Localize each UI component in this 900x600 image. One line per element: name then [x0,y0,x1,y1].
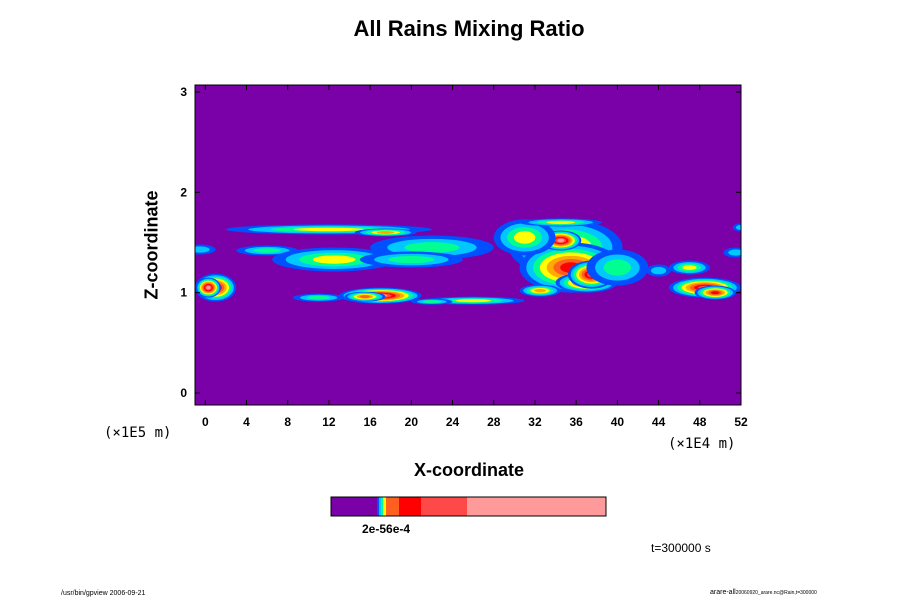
rain-contour [650,266,667,275]
x-tick-label: 4 [243,415,250,429]
x-tick-label: 52 [734,415,748,429]
colorbar-segment [421,497,467,516]
colorbar-segment [386,497,399,516]
x-axis-label: X-coordinate [413,460,524,480]
plot-frame [194,84,742,406]
rain-contour [513,231,536,244]
x-tick-label: 8 [284,415,291,429]
colorbar-segment [377,497,379,516]
x-unit-label: (×1E4 m) [668,436,736,452]
colorbar-label: 2e-56e-4 [362,522,411,536]
x-tick-label: 40 [611,415,625,429]
x-axis: 0 4 8 12 16 20 24 28 32 36 40 44 48 52 [202,85,748,429]
time-label: t=300000 s [651,541,711,555]
x-tick-label: 28 [487,415,501,429]
colorbar-segment [467,497,606,516]
footer-source-detail: 20060920_arare.nc@Rain,t=300000 [735,590,817,596]
x-tick-label: 16 [363,415,377,429]
colorbar [330,496,607,517]
footer-command: /usr/bin/gpview 2006-09-21 [61,590,146,597]
rain-contour [388,255,435,264]
rain-contour [546,220,576,224]
x-tick-label: 0 [202,415,209,429]
rain-contour [534,288,546,293]
colorbar-segment [399,497,421,516]
rain-contour [359,295,370,299]
rain-contour [206,285,211,290]
x-tick-label: 44 [652,415,666,429]
rain-contour [422,300,442,304]
rain-contour [307,295,331,300]
footer-source: arare-all20060920_arare.nc@Rain,t=300000 [710,589,817,596]
rain-contour [253,248,281,253]
x-tick-label: 24 [446,415,460,429]
rain-contour [195,246,210,253]
footer-source-main: arare-all [710,589,736,596]
rain-contour [455,299,492,303]
rain-contour [603,259,632,276]
x-tick-label: 48 [693,415,707,429]
rain-contour [735,224,741,230]
rain-field [195,218,741,305]
colorbar-segment [383,497,386,516]
chart-title: All Rains Mixing Ratio [353,16,585,41]
colorbar-frame [330,496,607,517]
rain-contour [376,230,395,234]
colorbar-segment [381,497,383,516]
y-tick-label: 1 [180,286,187,300]
y-unit-label: (×1E5 m) [104,425,172,441]
rain-contour [710,291,720,295]
x-tick-label: 36 [569,415,583,429]
y-tick-label: 2 [180,185,187,199]
colorbar-segment [331,497,377,516]
rain-contour [557,238,565,243]
x-tick-label: 32 [528,415,542,429]
colorbar-segment [379,497,381,516]
rain-contour [404,242,460,253]
y-axis-label: Z-coordinate [141,190,162,300]
y-tick-label: 0 [180,386,187,400]
x-tick-label: 12 [322,415,336,429]
y-axis: 0 1 2 3 [180,85,741,400]
x-tick-label: 20 [405,415,419,429]
rain-contour [312,255,356,264]
rain-contour [293,227,365,232]
rain-contour [728,249,741,256]
rain-contour [682,265,697,271]
y-tick-label: 3 [180,85,187,99]
